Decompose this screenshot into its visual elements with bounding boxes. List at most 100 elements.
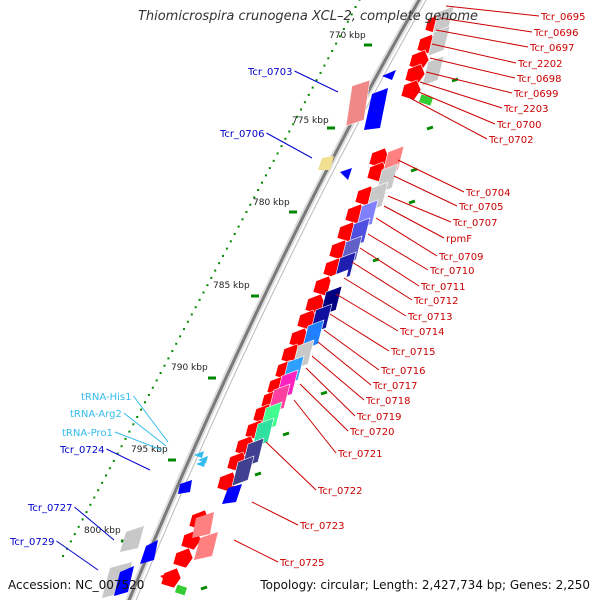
left-label-leader bbox=[294, 70, 339, 93]
right-label-leader bbox=[293, 399, 337, 454]
tick-dot bbox=[97, 489, 100, 492]
tick-dot bbox=[350, 13, 353, 16]
right-gene-label: Tcr_0696 bbox=[533, 28, 578, 39]
tick-dot bbox=[319, 71, 322, 74]
tick-dot bbox=[218, 262, 221, 265]
right-label-leader bbox=[445, 5, 540, 17]
scale-tick-label: 795 kbp bbox=[131, 445, 168, 455]
right-label-leader bbox=[251, 501, 299, 526]
left-label-leader bbox=[123, 412, 167, 447]
right-label-leader bbox=[329, 313, 390, 352]
right-gene-label: Tcr_0710 bbox=[429, 266, 474, 277]
tick-dot bbox=[202, 291, 205, 294]
right-label-leader bbox=[367, 233, 429, 271]
tick-dot bbox=[206, 284, 209, 287]
gene-block-tcr-0722 bbox=[222, 484, 242, 504]
gene-arrow-tcr-0706 bbox=[340, 168, 352, 180]
left-label-leader bbox=[114, 431, 163, 451]
tick-dot bbox=[303, 101, 306, 104]
reverse-gene-block bbox=[427, 25, 451, 57]
tick-dot bbox=[253, 196, 256, 199]
tick-dot bbox=[77, 525, 80, 528]
backbone bbox=[125, 0, 427, 600]
right-label-leader bbox=[429, 57, 516, 79]
right-label-leader bbox=[409, 97, 488, 140]
scale-ticks: 770 kbp 775 kbp 780 kbp 785 kbp 790 kbp 795 k… bbox=[62, 0, 459, 591]
tick-dot bbox=[62, 555, 65, 557]
left-label-leader bbox=[74, 506, 115, 541]
tick-dot bbox=[69, 540, 72, 543]
tick-dot bbox=[81, 518, 84, 521]
left-gene-label: Tcr_0729 bbox=[9, 537, 54, 548]
gene-arrow-tcr-0724 bbox=[178, 480, 192, 494]
right-gene-label: Tcr_0697 bbox=[529, 43, 574, 54]
tick-dot bbox=[214, 269, 217, 272]
tick-dot bbox=[85, 511, 88, 514]
inner-tick-mark bbox=[254, 471, 262, 477]
tick-dot bbox=[89, 503, 92, 506]
right-label-leader bbox=[305, 367, 356, 417]
gene-arrow-bottom-red bbox=[160, 572, 172, 584]
gene-block-bottom-green bbox=[175, 584, 187, 596]
tick-dot bbox=[210, 276, 213, 279]
right-label-leader bbox=[359, 247, 420, 287]
tick-dot bbox=[327, 57, 330, 60]
tick-dot bbox=[284, 137, 287, 140]
right-label-leader bbox=[233, 539, 279, 563]
tick-dot bbox=[105, 474, 107, 477]
tick-dot bbox=[241, 218, 244, 221]
right-label-leader bbox=[393, 175, 458, 207]
right-label-leader bbox=[317, 341, 372, 386]
right-label-leader bbox=[299, 383, 349, 432]
tick-dot bbox=[346, 20, 349, 23]
gene-block-tcr-0723 bbox=[192, 512, 214, 538]
backbone-shadow bbox=[125, 0, 424, 600]
right-label-leader bbox=[435, 29, 529, 48]
reverse-gene-block bbox=[421, 55, 445, 87]
gene-labels: Tcr_0695 Tcr_0696 Tcr_0697 Tcr_2202 Tcr_0698… bbox=[9, 12, 585, 569]
tick-dot bbox=[245, 211, 248, 213]
right-label-leader bbox=[265, 441, 317, 491]
right-label-leader bbox=[375, 217, 438, 257]
left-gene-label: Tcr_0706 bbox=[219, 129, 264, 140]
tick-dot bbox=[116, 452, 119, 455]
right-label-leader bbox=[383, 205, 445, 239]
forward-gene-arrow bbox=[404, 63, 426, 85]
tick-dot bbox=[194, 306, 197, 309]
tick-dot bbox=[311, 86, 314, 89]
right-gene-label: Tcr_0699 bbox=[513, 89, 558, 100]
right-label-leader bbox=[323, 329, 380, 371]
tick-dot bbox=[339, 35, 341, 38]
right-label-leader bbox=[425, 71, 513, 94]
inner-tick-mark bbox=[426, 125, 434, 131]
tick-dot bbox=[331, 50, 334, 52]
right-label-leader bbox=[387, 195, 452, 223]
tick-dot-trail bbox=[62, 0, 361, 557]
right-gene-label: Tcr_0713 bbox=[407, 312, 452, 323]
tick-dot bbox=[276, 152, 279, 155]
right-label-leader bbox=[439, 17, 533, 33]
right-label-leader bbox=[419, 81, 503, 109]
right-label-leader bbox=[335, 293, 399, 332]
left-gene-label: Tcr_0724 bbox=[59, 445, 104, 456]
tick-dot bbox=[183, 328, 185, 331]
tick-dot bbox=[159, 372, 162, 374]
right-label-leader bbox=[431, 43, 517, 64]
tick-dot bbox=[147, 394, 150, 396]
tick-dot bbox=[296, 115, 299, 118]
left-label-leader bbox=[133, 395, 169, 443]
tick-dot bbox=[268, 167, 271, 170]
inner-tick-mark bbox=[408, 199, 416, 205]
right-gene-label: Tcr_0698 bbox=[516, 74, 561, 85]
left-label-leader bbox=[266, 132, 313, 159]
tick-dot bbox=[342, 28, 345, 30]
trna-arrow bbox=[196, 460, 206, 467]
gene-block-tcr-0729 bbox=[114, 566, 134, 596]
gene-block-tcr-0703-pink bbox=[345, 79, 371, 127]
right-gene-label: Tcr_0716 bbox=[380, 366, 425, 377]
right-gene-label: Tcr_0704 bbox=[465, 188, 510, 199]
tick-dot bbox=[264, 174, 267, 177]
right-gene-label: Tcr_0719 bbox=[356, 412, 401, 423]
